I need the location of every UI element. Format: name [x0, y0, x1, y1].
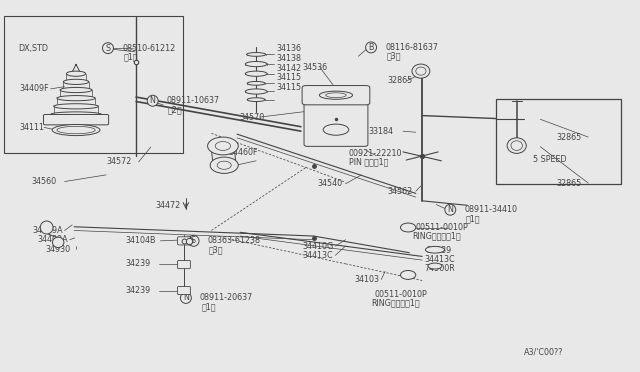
Text: DX,STD: DX,STD	[19, 44, 49, 53]
Text: PIN ピン（1）: PIN ピン（1）	[349, 158, 388, 167]
Text: 34413C: 34413C	[302, 251, 333, 260]
Text: 00511-0010P: 00511-0010P	[416, 223, 468, 232]
Ellipse shape	[319, 91, 353, 99]
Text: 34239: 34239	[126, 286, 151, 295]
Ellipse shape	[51, 112, 102, 117]
Text: 34409A: 34409A	[38, 235, 68, 244]
Text: 34472: 34472	[156, 201, 180, 210]
Text: 32865: 32865	[556, 179, 582, 187]
Text: 34115: 34115	[276, 83, 301, 92]
Ellipse shape	[52, 125, 100, 136]
Text: 34103: 34103	[355, 275, 380, 284]
FancyBboxPatch shape	[44, 115, 109, 125]
Text: N: N	[183, 294, 189, 302]
Text: 34111: 34111	[20, 123, 45, 132]
Circle shape	[401, 223, 416, 232]
Text: 34136: 34136	[276, 44, 301, 53]
Ellipse shape	[323, 124, 349, 135]
Ellipse shape	[67, 71, 86, 76]
Text: （1）: （1）	[124, 52, 138, 61]
Text: （2）: （2）	[168, 105, 182, 114]
Ellipse shape	[52, 237, 64, 247]
Text: 34410G: 34410G	[302, 241, 333, 250]
Ellipse shape	[412, 64, 430, 78]
Text: （3）: （3）	[209, 245, 223, 254]
Text: S: S	[191, 236, 196, 246]
Circle shape	[217, 161, 231, 169]
Ellipse shape	[426, 246, 445, 253]
FancyBboxPatch shape	[177, 286, 190, 295]
Ellipse shape	[416, 67, 426, 75]
FancyBboxPatch shape	[177, 260, 190, 269]
Text: 74500R: 74500R	[425, 264, 456, 273]
Ellipse shape	[245, 61, 267, 67]
Text: （1）: （1）	[466, 214, 480, 223]
Text: N: N	[447, 205, 453, 214]
Text: 00511-0010P: 00511-0010P	[375, 290, 428, 299]
Text: 34536: 34536	[302, 63, 327, 72]
Text: 08116-81637: 08116-81637	[385, 43, 438, 52]
Text: （1）: （1）	[201, 302, 216, 311]
Ellipse shape	[54, 104, 99, 109]
Text: 32865: 32865	[556, 132, 582, 142]
Text: 33184: 33184	[369, 126, 394, 136]
Text: 08363-61238: 08363-61238	[207, 236, 260, 246]
Ellipse shape	[57, 126, 95, 134]
Ellipse shape	[245, 71, 267, 76]
Text: 34560: 34560	[31, 177, 56, 186]
Text: 34562: 34562	[388, 187, 413, 196]
Circle shape	[401, 270, 416, 279]
Ellipse shape	[511, 141, 522, 150]
Text: （3）: （3）	[387, 52, 401, 61]
Text: 08510-61212: 08510-61212	[122, 44, 175, 52]
Text: 34409F: 34409F	[20, 84, 49, 93]
FancyBboxPatch shape	[304, 100, 368, 146]
Text: A3/'C00??: A3/'C00??	[524, 347, 564, 356]
Text: 34540: 34540	[317, 179, 342, 188]
Bar	[496, 99, 621, 184]
Ellipse shape	[245, 89, 267, 94]
Ellipse shape	[326, 93, 346, 97]
Text: RINGリング（1）: RINGリング（1）	[371, 298, 420, 307]
Text: 5 SPEED: 5 SPEED	[533, 155, 567, 164]
Text: 34460F: 34460F	[228, 148, 257, 157]
Text: 34239: 34239	[426, 246, 451, 255]
Text: N: N	[150, 96, 156, 105]
Text: 34142: 34142	[276, 64, 301, 73]
Text: 34413C: 34413C	[425, 255, 455, 264]
Ellipse shape	[246, 52, 266, 56]
Ellipse shape	[247, 81, 265, 85]
Text: 34409A: 34409A	[33, 226, 63, 235]
FancyBboxPatch shape	[177, 237, 190, 245]
Text: 00921-22210: 00921-22210	[349, 149, 402, 158]
Circle shape	[215, 141, 230, 150]
Text: 34115: 34115	[276, 73, 301, 82]
Ellipse shape	[57, 96, 95, 101]
Bar	[4, 16, 182, 153]
Text: 34104B: 34104B	[126, 236, 156, 246]
Text: 34930: 34930	[45, 244, 70, 253]
Ellipse shape	[63, 79, 89, 84]
Text: 34572: 34572	[106, 157, 131, 166]
Text: S: S	[187, 238, 191, 244]
Ellipse shape	[40, 221, 53, 234]
Text: 08911-10637: 08911-10637	[167, 96, 220, 105]
Text: 32865: 32865	[388, 76, 413, 85]
Circle shape	[210, 157, 238, 173]
Ellipse shape	[507, 138, 526, 153]
Text: 08911-34410: 08911-34410	[465, 205, 517, 214]
Ellipse shape	[247, 98, 265, 102]
Text: 34239: 34239	[126, 259, 151, 268]
Ellipse shape	[428, 263, 442, 269]
Text: RINGリング（1）: RINGリング（1）	[412, 231, 461, 240]
Text: 08911-20637: 08911-20637	[200, 294, 253, 302]
FancyBboxPatch shape	[302, 86, 370, 105]
Text: S: S	[106, 44, 111, 52]
Text: B: B	[369, 43, 374, 52]
Circle shape	[207, 137, 238, 155]
Ellipse shape	[60, 87, 92, 93]
Text: 34138: 34138	[276, 54, 301, 63]
Text: 34570: 34570	[239, 113, 265, 122]
